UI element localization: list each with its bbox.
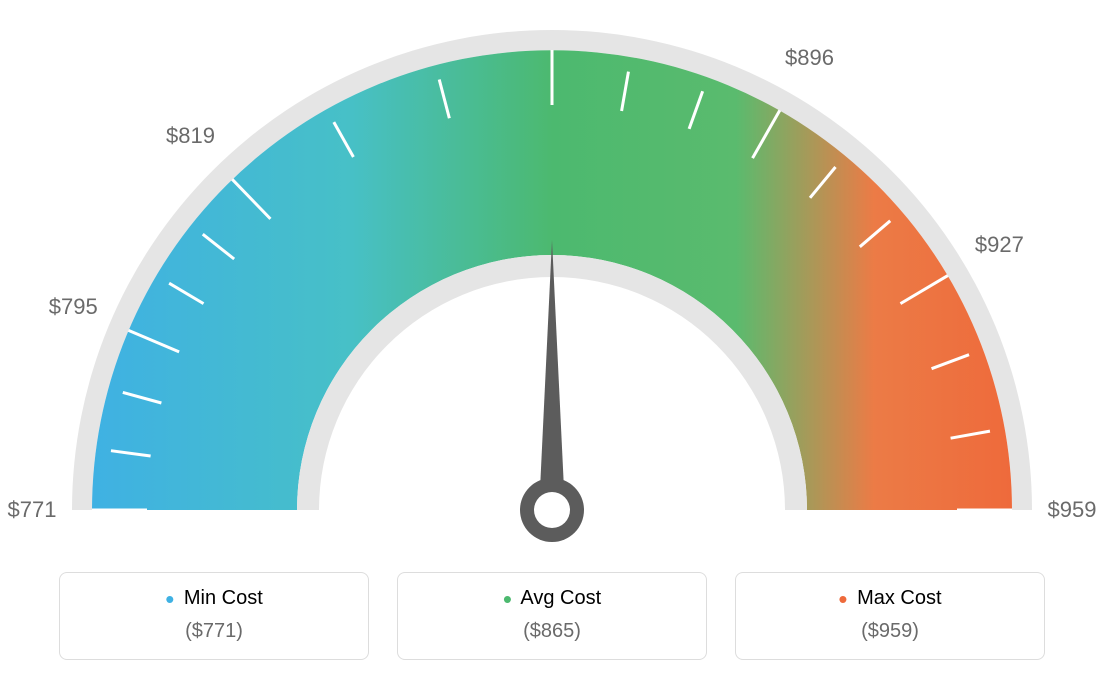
- gauge-tick-label: $896: [785, 45, 834, 71]
- legend-title-min: • Min Cost: [70, 587, 358, 610]
- legend-card-avg: • Avg Cost ($865): [397, 572, 707, 660]
- legend-row: • Min Cost ($771) • Avg Cost ($865) • Ma…: [0, 572, 1104, 660]
- legend-label-max: Max Cost: [857, 587, 941, 609]
- legend-label-avg: Avg Cost: [520, 587, 601, 609]
- gauge-tick-label: $959: [1048, 497, 1097, 523]
- gauge-tick-label: $795: [49, 294, 98, 320]
- gauge-chart-container: $771 $795 $819 $865 $896 $927 $959 • Min Cost …: [0, 0, 1104, 690]
- gauge-tick-label: $819: [166, 123, 215, 149]
- legend-value-avg: ($865): [408, 620, 696, 643]
- dot-icon: •: [165, 584, 174, 614]
- gauge-tick-label: $865: [528, 0, 577, 3]
- gauge-tick-label: $927: [975, 232, 1024, 258]
- gauge-svg: [0, 0, 1104, 560]
- dot-icon: •: [838, 584, 847, 614]
- legend-title-max: • Max Cost: [746, 587, 1034, 610]
- dot-icon: •: [503, 584, 512, 614]
- gauge-tick-label: $771: [8, 497, 57, 523]
- legend-card-max: • Max Cost ($959): [735, 572, 1045, 660]
- legend-value-min: ($771): [70, 620, 358, 643]
- legend-value-max: ($959): [746, 620, 1034, 643]
- legend-card-min: • Min Cost ($771): [59, 572, 369, 660]
- gauge-area: $771 $795 $819 $865 $896 $927 $959: [0, 0, 1104, 560]
- legend-label-min: Min Cost: [184, 587, 263, 609]
- legend-title-avg: • Avg Cost: [408, 587, 696, 610]
